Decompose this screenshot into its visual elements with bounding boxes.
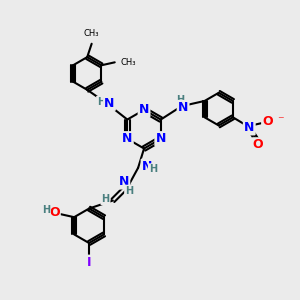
- Text: O: O: [262, 115, 273, 128]
- Text: I: I: [87, 256, 91, 269]
- Text: O: O: [49, 206, 59, 219]
- Text: N: N: [119, 175, 129, 188]
- Text: N: N: [139, 103, 149, 116]
- Text: H: H: [97, 97, 105, 107]
- Text: CH₃: CH₃: [120, 58, 136, 67]
- Text: H: H: [176, 95, 184, 105]
- Text: N: N: [156, 132, 166, 146]
- Text: H: H: [149, 164, 157, 174]
- Text: N: N: [178, 101, 188, 114]
- Text: H: H: [101, 194, 110, 204]
- Text: N: N: [104, 97, 115, 110]
- Text: N: N: [244, 121, 254, 134]
- Text: CH₃: CH₃: [84, 29, 99, 38]
- Text: O: O: [253, 138, 263, 152]
- Text: H: H: [125, 186, 133, 196]
- Text: N: N: [122, 132, 133, 146]
- Text: H: H: [42, 205, 50, 215]
- Text: N: N: [142, 160, 152, 173]
- Text: ⁻: ⁻: [278, 114, 284, 127]
